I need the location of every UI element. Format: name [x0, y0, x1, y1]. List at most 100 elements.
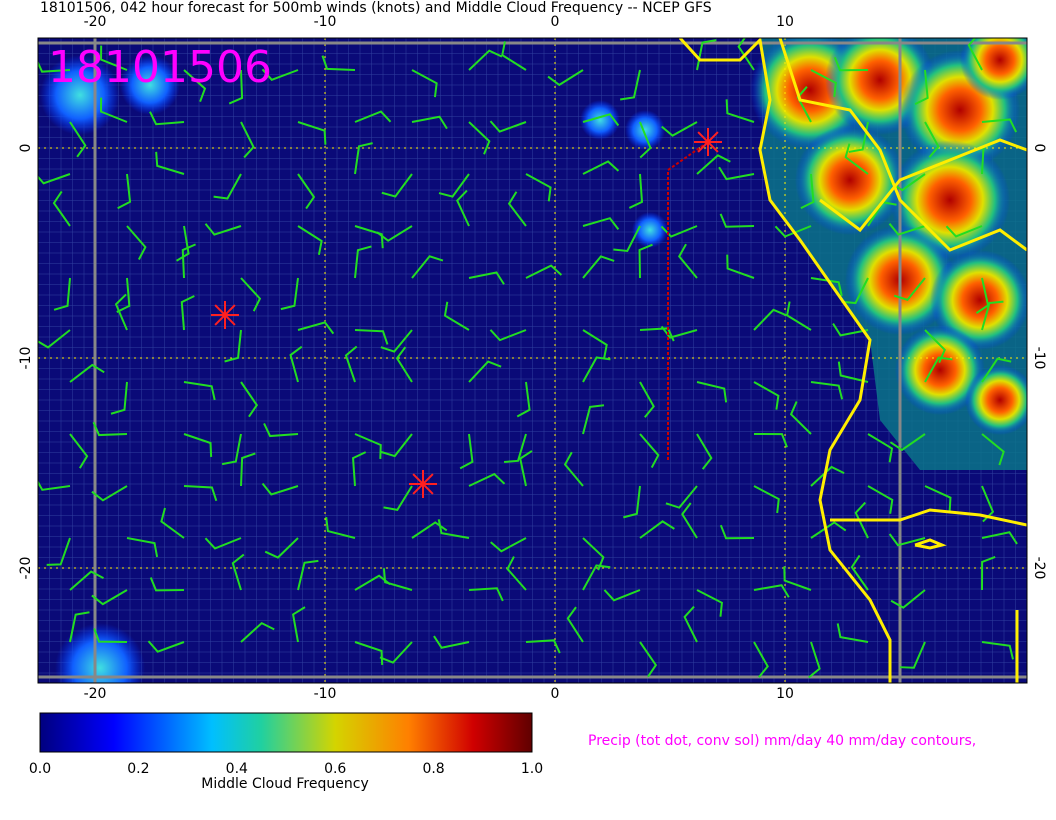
- colorbar-tick-label: 0.6: [324, 761, 346, 777]
- wind-barb: [547, 69, 584, 87]
- wind-barb: [725, 99, 755, 123]
- wind-barb: [443, 301, 470, 331]
- wind-barb: [354, 574, 391, 591]
- wind-barb: [160, 507, 185, 539]
- wind-barb: [240, 381, 259, 418]
- wind-barb: [213, 173, 242, 200]
- wind-barb: [696, 433, 713, 470]
- wind-barb: [224, 329, 242, 363]
- caption: Precip (tot dot, conv sol) mm/day 40 mm/…: [588, 733, 976, 749]
- wind-barb: [489, 120, 527, 133]
- wind-barb: [753, 485, 780, 514]
- wind-barb: [786, 301, 812, 331]
- wind-barb: [126, 537, 159, 558]
- wind-barb: [69, 433, 89, 469]
- wind-barb: [899, 641, 926, 669]
- wind-barb: [354, 433, 382, 459]
- wind-barb: [411, 115, 448, 130]
- wind-barb: [566, 606, 584, 643]
- wind-barb: [240, 277, 262, 312]
- wind-barb: [582, 113, 620, 127]
- wind-barb: [468, 271, 505, 285]
- wind-barb: [603, 589, 641, 602]
- colorbar-label: Middle Cloud Frequency: [201, 776, 368, 792]
- colorbar-tick-label: 0.4: [226, 761, 248, 777]
- lat-label: -10: [1031, 347, 1047, 370]
- wind-barb: [914, 69, 929, 106]
- wind-barb: [240, 621, 275, 643]
- storm-markers: [211, 128, 722, 498]
- wind-barb: [228, 69, 244, 105]
- wind-barb: [832, 323, 869, 337]
- wind-barb: [468, 121, 491, 155]
- wind-barb: [726, 254, 755, 279]
- wind-barb: [354, 110, 392, 123]
- wind-barb: [379, 641, 413, 664]
- wind-barb: [180, 295, 195, 331]
- lon-label: 10: [776, 686, 794, 702]
- wind-barb: [297, 173, 316, 210]
- wind-barb: [867, 485, 894, 514]
- wind-barb: [810, 277, 843, 297]
- wind-barb: [810, 381, 844, 400]
- wind-barb: [888, 223, 926, 236]
- wind-barb: [582, 564, 611, 591]
- wind-barb: [582, 160, 620, 175]
- lon-label: -10: [314, 14, 337, 30]
- wind-barb: [38, 173, 71, 185]
- wind-barb: [696, 154, 731, 175]
- wind-barb: [91, 485, 128, 502]
- wind-barb: [623, 485, 641, 519]
- wind-barb: [91, 589, 128, 606]
- lat-label: 0: [1031, 144, 1047, 153]
- wind-barb: [924, 121, 940, 158]
- colorbar-tick-label: 0.2: [127, 761, 149, 777]
- wind-barb: [525, 173, 552, 202]
- wind-barb: [117, 173, 132, 210]
- wind-barb: [503, 433, 527, 463]
- wind-barb: [468, 587, 504, 602]
- colorbar-tick-label: 0.8: [422, 761, 444, 777]
- wind-barb: [981, 300, 1004, 331]
- wind-barb: [836, 623, 869, 643]
- wind-barb: [92, 421, 128, 437]
- wind-barb: [183, 485, 218, 502]
- storm-marker: [412, 473, 434, 495]
- wind-barb: [411, 69, 438, 98]
- wind-barb: [126, 225, 147, 260]
- wind-barb: [204, 537, 242, 550]
- lon-label: 10: [776, 14, 794, 30]
- wind-barb: [291, 606, 306, 643]
- wind-barb: [810, 521, 847, 539]
- wind-barb: [719, 213, 755, 228]
- wind-barb: [837, 361, 869, 383]
- wind-barb: [437, 519, 470, 539]
- wind-barb: [639, 121, 652, 159]
- wind-barb: [380, 329, 413, 353]
- wind-barb: [507, 191, 527, 227]
- colorbar: [39, 712, 533, 753]
- wind-barb: [753, 641, 769, 678]
- wind-barb: [660, 225, 698, 238]
- wind-barb: [808, 641, 821, 679]
- wind-barb: [147, 640, 185, 653]
- wind-barb: [100, 45, 128, 71]
- wind-barb: [613, 225, 641, 253]
- wind-barb: [381, 173, 413, 198]
- wind-barb: [53, 277, 71, 311]
- wind-barb: [354, 245, 372, 279]
- wind-barb: [263, 422, 299, 438]
- wind-barb: [783, 566, 812, 591]
- wind-barb: [844, 143, 869, 175]
- wind-barb: [501, 41, 527, 71]
- wind-barb: [661, 121, 698, 137]
- wind-barb: [890, 589, 926, 609]
- lon-label: 0: [551, 14, 560, 30]
- wind-barb: [183, 381, 216, 401]
- wind-barb: [582, 329, 608, 359]
- wind-barb: [52, 190, 71, 227]
- wind-barb: [893, 277, 926, 302]
- wind-barb: [774, 225, 812, 238]
- wind-barb: [468, 472, 506, 487]
- wind-barb: [638, 243, 653, 279]
